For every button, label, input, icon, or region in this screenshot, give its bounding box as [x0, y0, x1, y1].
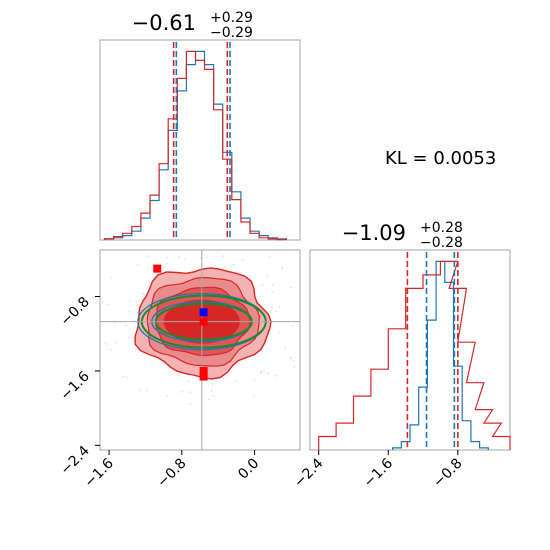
- scatter-point: [184, 258, 186, 261]
- scatter-point: [128, 336, 131, 339]
- scatter-point: [115, 341, 117, 344]
- scatter-point: [284, 346, 287, 349]
- param-1-title: −0.61: [132, 11, 196, 35]
- marker-blue-0: [199, 308, 208, 317]
- marginal-1-frame: [99, 39, 301, 241]
- scatter-point: [188, 380, 190, 382]
- marker-red-0: [153, 264, 162, 273]
- m2-tick-label-0: −2.4: [291, 455, 326, 490]
- scatter-point: [136, 264, 139, 267]
- marker-red-3: [199, 372, 208, 381]
- x-tick-label-0: −1.6: [82, 455, 117, 490]
- scatter-point: [126, 376, 128, 379]
- scatter-point: [110, 349, 113, 351]
- scatter-point: [271, 306, 273, 309]
- scatter-point: [263, 370, 265, 372]
- scatter-point: [101, 301, 104, 303]
- y-tick-label-0: −0.8: [57, 294, 92, 329]
- scatter-point: [147, 255, 150, 258]
- scatter-point: [275, 374, 278, 377]
- scatter-point: [135, 349, 137, 351]
- marginal-2-frame: [309, 249, 511, 451]
- param-2-lower-error: −0.28: [420, 235, 463, 251]
- scatter-point: [135, 300, 138, 303]
- scatter-point: [124, 324, 127, 327]
- scatter-point: [180, 391, 183, 393]
- scatter-point: [234, 379, 237, 382]
- scatter-point: [141, 353, 144, 355]
- scatter-point: [281, 267, 283, 270]
- marginal-panel-2: [309, 249, 511, 451]
- scatter-point: [189, 391, 192, 394]
- scatter-point: [208, 398, 210, 401]
- scatter-point: [199, 257, 202, 259]
- scatter-point: [290, 357, 292, 359]
- scatter-point: [143, 294, 146, 296]
- scatter-point: [266, 274, 269, 277]
- scatter-point: [278, 332, 281, 334]
- scatter-point: [289, 286, 292, 289]
- scatter-point: [267, 372, 270, 374]
- scatter-point: [129, 300, 131, 302]
- scatter-point: [211, 383, 214, 385]
- scatter-point: [177, 256, 180, 258]
- param-1-lower-error: −0.29: [210, 25, 253, 41]
- scatter-point: [210, 389, 213, 392]
- m2-tick-label-1: −1.6: [361, 455, 396, 490]
- scatter-point: [165, 395, 168, 398]
- scatter-point: [205, 256, 208, 259]
- scatter-point: [106, 303, 109, 306]
- scatter-point: [260, 371, 262, 374]
- scatter-point: [260, 370, 262, 373]
- x-tick-label-2: 0.0: [235, 456, 262, 483]
- scatter-point: [253, 394, 255, 397]
- scatter-point: [293, 365, 296, 368]
- scatter-point: [253, 379, 256, 382]
- hist-red-param-1: [103, 50, 287, 241]
- scatter-point: [232, 263, 235, 266]
- marker-red-2: [199, 366, 208, 375]
- scatter-point: [136, 311, 139, 314]
- scatter-point: [142, 292, 144, 295]
- scatter-point: [113, 321, 116, 324]
- scatter-point: [292, 324, 294, 327]
- scatter-point: [166, 262, 168, 265]
- scatter-point: [249, 356, 252, 359]
- scatter-point: [122, 375, 125, 378]
- scatter-point: [222, 255, 225, 258]
- param-1-upper-error: +0.29: [210, 10, 253, 26]
- param-2-upper-error: +0.28: [420, 220, 463, 236]
- scatter-point: [292, 359, 295, 362]
- scatter-point: [278, 306, 281, 308]
- hist-red-param-2: [318, 260, 511, 450]
- joint-panel: [99, 249, 301, 451]
- marginal-panel-1: [99, 39, 301, 241]
- param-2-title: −1.09: [342, 221, 406, 245]
- scatter-point: [242, 258, 245, 261]
- scatter-point: [271, 284, 274, 286]
- scatter-point: [109, 277, 112, 279]
- scatter-point: [271, 290, 274, 293]
- scatter-point: [165, 256, 168, 259]
- scatter-point: [213, 395, 216, 397]
- scatter-point: [261, 284, 264, 286]
- scatter-point: [189, 402, 192, 405]
- scatter-point: [146, 389, 148, 392]
- scatter-point: [268, 256, 271, 258]
- x-tick-label-1: −0.8: [154, 456, 189, 491]
- scatter-point: [139, 389, 141, 392]
- scatter-point: [275, 310, 278, 313]
- y-tick-label-1: −1.6: [57, 368, 92, 403]
- marker-red-1: [199, 317, 208, 326]
- scatter-point: [106, 344, 109, 347]
- scatter-point: [104, 341, 107, 344]
- scatter-point: [128, 311, 131, 313]
- scatter-point: [193, 266, 195, 269]
- m2-tick-label-2: −0.8: [430, 456, 465, 491]
- kl-divergence-label: KL = 0.0053: [385, 148, 496, 169]
